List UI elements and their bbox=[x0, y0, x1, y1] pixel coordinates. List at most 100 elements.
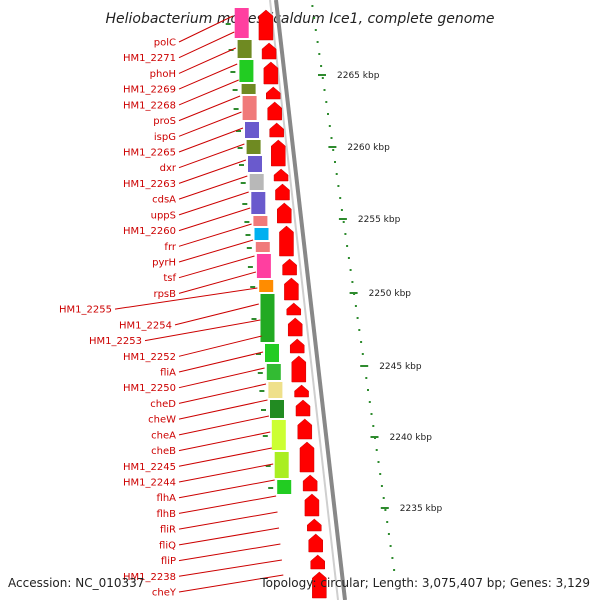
scale-dot bbox=[370, 413, 373, 415]
cog-tick bbox=[237, 147, 243, 149]
cog-tick bbox=[245, 234, 251, 236]
gene-label: HM1_2271 bbox=[123, 53, 176, 64]
gene-leader-line bbox=[178, 79, 239, 106]
cog-block bbox=[277, 480, 292, 494]
kbp-tick bbox=[318, 74, 326, 76]
gene-arrow bbox=[277, 202, 292, 224]
scale-dot bbox=[347, 257, 350, 259]
scale-dot bbox=[340, 209, 343, 211]
gene-label: dxr bbox=[160, 163, 177, 174]
gene-arrow bbox=[312, 571, 327, 599]
accession-text: Accession: NC_010337 bbox=[8, 576, 144, 590]
gene-arrow bbox=[279, 225, 294, 257]
gene-label: HM1_2244 bbox=[123, 478, 176, 489]
gene-label: uppS bbox=[151, 210, 176, 221]
scale-dot bbox=[384, 509, 387, 511]
gene-arrow bbox=[299, 441, 315, 473]
gene-label: HM1_2254 bbox=[119, 320, 172, 331]
gene-arrow bbox=[258, 9, 274, 41]
cog-tick bbox=[265, 465, 271, 467]
cog-block bbox=[234, 8, 249, 38]
gene-leader-line bbox=[178, 399, 268, 420]
gene-arrow bbox=[308, 533, 323, 553]
gene-leader-line bbox=[178, 143, 245, 169]
gene-leader-line bbox=[174, 303, 259, 326]
gene-label: pyrH bbox=[152, 258, 176, 269]
scale-dot bbox=[377, 461, 380, 463]
cog-block bbox=[251, 192, 266, 214]
gene-leader-line bbox=[178, 95, 241, 122]
gene-arrow bbox=[297, 418, 313, 440]
gene-arrow bbox=[282, 258, 297, 276]
scale-dot bbox=[389, 545, 392, 547]
scale-dot bbox=[330, 137, 333, 139]
gene-label: flhA bbox=[157, 493, 177, 504]
gene-label: HM1_2265 bbox=[123, 148, 176, 159]
scale-dot bbox=[361, 353, 364, 355]
gene-label: tsf bbox=[163, 273, 176, 284]
gene-leader-line bbox=[178, 383, 267, 404]
cog-tick bbox=[262, 435, 268, 437]
scale-dot bbox=[337, 185, 340, 187]
cog-block bbox=[253, 216, 268, 226]
cog-block bbox=[246, 140, 261, 154]
gene-leader-line bbox=[178, 527, 280, 546]
cog-tick bbox=[268, 487, 274, 489]
cog-tick bbox=[257, 372, 263, 374]
gene-leader-line bbox=[178, 559, 282, 577]
gene-arrow bbox=[269, 122, 284, 138]
gene-leader-line bbox=[178, 207, 251, 232]
gene-label: HM1_2268 bbox=[123, 100, 176, 111]
cog-tick bbox=[242, 203, 248, 205]
backbone-line-outer bbox=[274, 0, 347, 600]
gene-arrow bbox=[267, 101, 282, 121]
gene-leader-line bbox=[178, 47, 237, 74]
scale-dot bbox=[320, 65, 323, 67]
kbp-label: 2250 kbp bbox=[369, 289, 412, 299]
gene-leader-line bbox=[178, 335, 262, 357]
gene-leader-line bbox=[178, 223, 252, 247]
kbp-label: 2235 kbp bbox=[400, 504, 443, 514]
cog-tick bbox=[246, 247, 252, 249]
scale-dot bbox=[356, 317, 359, 319]
kbp-tick bbox=[370, 436, 379, 438]
cog-blocks bbox=[225, 8, 292, 494]
scale-dot bbox=[382, 497, 385, 499]
gene-label: HM1_2260 bbox=[123, 226, 176, 237]
cog-block bbox=[237, 40, 252, 58]
cog-tick bbox=[232, 89, 238, 91]
backbone-line-inner bbox=[269, 0, 339, 600]
scale-dot bbox=[332, 149, 335, 151]
scale-dot bbox=[318, 53, 321, 55]
cog-block bbox=[265, 344, 279, 362]
scale-dot bbox=[365, 377, 368, 379]
gene-leader-line bbox=[178, 543, 281, 562]
gene-leader-line bbox=[178, 191, 249, 216]
cog-block bbox=[266, 364, 281, 380]
kbp-label: 2240 kbp bbox=[390, 433, 433, 443]
scale-dot bbox=[351, 281, 354, 283]
cog-tick bbox=[233, 108, 239, 110]
scale-dot bbox=[367, 389, 369, 391]
kbp-scale: 2265 kbp 2260 kbp 2255 kbp 2250 kbp 2245 kbp… bbox=[311, 5, 442, 571]
kbp-label: 2255 kbp bbox=[358, 215, 401, 225]
gene-arrow bbox=[302, 474, 318, 492]
gene-label: HM1_2238 bbox=[123, 572, 176, 583]
cog-block bbox=[241, 84, 256, 94]
gene-label: frr bbox=[164, 242, 176, 253]
gene-arrow bbox=[310, 554, 325, 570]
gene-label: phoH bbox=[150, 69, 176, 80]
gene-label: fliQ bbox=[159, 540, 176, 551]
kbp-tick bbox=[349, 292, 358, 294]
gene-arrow bbox=[275, 183, 290, 201]
topology-text: Topology: circular; Length: 3,075,407 bp… bbox=[259, 576, 590, 590]
cog-block bbox=[260, 294, 275, 342]
cog-block bbox=[271, 420, 286, 450]
kbp-label: 2260 kbp bbox=[347, 143, 390, 153]
scale-dot bbox=[314, 29, 317, 31]
gene-arrow bbox=[291, 355, 307, 383]
gene-label: HM1_2252 bbox=[123, 352, 176, 363]
gene-arrow bbox=[307, 518, 322, 532]
cog-tick bbox=[240, 182, 246, 184]
cog-block bbox=[270, 400, 284, 418]
